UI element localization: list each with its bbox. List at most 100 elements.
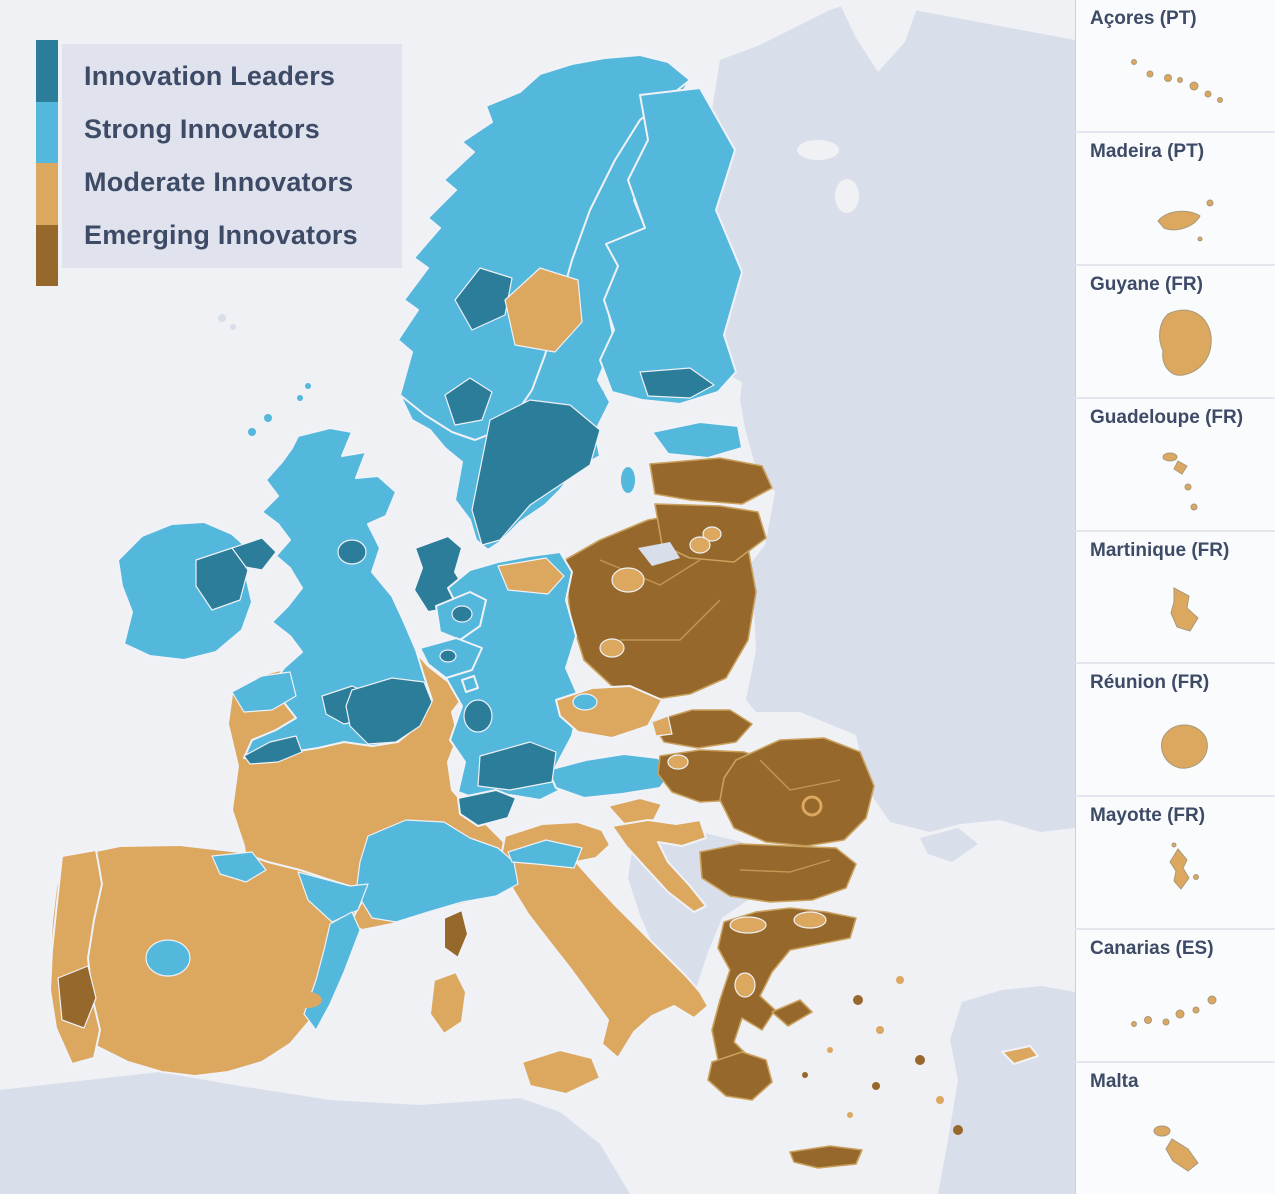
poland-internal-borders [599, 559, 721, 641]
panel-guyane: Guyane (FR) [1075, 265, 1275, 397]
region-crimea [920, 828, 978, 862]
region-sicily [521, 1049, 601, 1095]
legend-color-bar [36, 40, 58, 286]
panel-martinique: Martinique (FR) [1075, 531, 1275, 663]
patch-uk-cornwall [243, 735, 303, 765]
outermost-regions-panel: Açores (PT) Madeira (PT) Guyane (FR) Gua… [1075, 0, 1275, 1194]
legend-label-moderate-innovators: Moderate Innovators [84, 167, 354, 197]
panel-malta: Malta [1075, 1063, 1275, 1194]
region-cyprus [1001, 1045, 1039, 1065]
panel-canarias: Canarias (ES) [1075, 930, 1275, 1062]
legend-label-innovation-leaders: Innovation Leaders [84, 61, 336, 91]
patch-uk-yorkshire [337, 539, 367, 565]
panel-madeira: Madeira (PT) [1075, 132, 1275, 264]
panel-title: Malta [1090, 1071, 1139, 1093]
patch-uk-southeast [345, 677, 433, 745]
region-finland [599, 87, 743, 405]
reunion-map [1160, 724, 1208, 769]
patch-finland-south [639, 367, 715, 399]
panel-title: Martinique (FR) [1090, 539, 1230, 561]
panel-title: Guadeloupe (FR) [1090, 406, 1244, 428]
patch-czechia-prague [572, 693, 598, 711]
legend: Innovation Leaders Strong Innovators Mod… [36, 40, 402, 286]
panel-title: Madeira (PT) [1090, 140, 1205, 162]
patch-poland-moderate [599, 536, 711, 658]
legend-swatch-innovation-leaders [36, 40, 58, 102]
patch-ireland-east [195, 547, 249, 611]
legend-swatch-emerging-innovators [36, 224, 58, 286]
patch-germany-south [477, 741, 557, 791]
region-turkey [938, 986, 1075, 1194]
region-norway [397, 54, 691, 441]
martinique-map [1170, 586, 1199, 632]
mayotte-islands-map [1169, 842, 1199, 891]
patch-spain-catalonia [297, 871, 369, 923]
region-latvia [649, 457, 773, 505]
legend-label-emerging-innovators: Emerging Innovators [84, 220, 358, 250]
region-italy [499, 821, 709, 1059]
romania-internal-borders [739, 759, 841, 873]
legend-swatch-moderate-innovators [36, 163, 58, 225]
region-romania [719, 737, 875, 847]
region-non-eu-east [695, 0, 1075, 832]
region-switzerland [457, 789, 517, 827]
europe-innovation-map [0, 0, 1075, 1194]
legend-labels: Innovation Leaders Strong Innovators Mod… [62, 44, 402, 268]
region-kaliningrad [638, 542, 680, 566]
region-bulgaria [699, 843, 857, 903]
aland-islands [588, 390, 604, 404]
region-north-africa [0, 1072, 630, 1194]
region-crete [789, 1145, 863, 1169]
balearic-islands [267, 992, 322, 1020]
patch-italy-north [507, 839, 583, 869]
patch-france-brittany [231, 671, 297, 713]
region-croatia [611, 819, 707, 913]
patch-sweden-south [471, 399, 601, 546]
panel-reunion: Réunion (FR) [1075, 664, 1275, 796]
region-slovenia [607, 797, 663, 825]
white-sea [838, 0, 920, 72]
patch-portugal-lisbon [57, 965, 97, 1029]
patch-sweden-mid [504, 267, 583, 353]
patch-spain-basque [211, 851, 267, 883]
guyane-map [1159, 309, 1212, 376]
scotland-isles [248, 383, 311, 436]
region-corsica [443, 909, 469, 959]
panel-title: Réunion (FR) [1090, 672, 1210, 694]
panel-title: Canarias (ES) [1090, 938, 1214, 960]
greek-islands-emerging [802, 995, 963, 1135]
panel-acores: Açores (PT) [1075, 0, 1275, 131]
lake-onega [835, 179, 859, 213]
panel-title: Mayotte (FR) [1090, 805, 1206, 827]
greek-islands-moderate [827, 976, 944, 1118]
legend-label-strong-innovators: Strong Innovators [84, 114, 320, 144]
region-estonia [651, 421, 743, 459]
gotland-island [621, 467, 635, 493]
patch-norway-oslo [444, 377, 493, 426]
panel-guadeloupe: Guadeloupe (FR) [1075, 398, 1275, 530]
patch-hungary-northwest [667, 754, 689, 770]
legend-swatch-strong-innovators [36, 101, 58, 163]
region-sardinia [429, 971, 467, 1035]
bucharest-ring [801, 795, 823, 817]
patch-belgium-brussels [439, 649, 457, 663]
panel-title: Açores (PT) [1090, 8, 1197, 29]
patch-lithuania-vilnius [702, 526, 722, 542]
patch-spain-madrid [145, 939, 191, 977]
panel-title: Guyane (FR) [1090, 273, 1203, 295]
lake-ladoga [797, 140, 839, 160]
madeira-islands-map [1157, 199, 1214, 242]
patch-netherlands-core [451, 605, 473, 623]
canarias-islands-map [1131, 995, 1217, 1028]
region-slovakia [651, 709, 753, 749]
region-greece [707, 907, 857, 1101]
region-austria [547, 753, 673, 799]
acores-islands-map [1131, 59, 1223, 103]
guadeloupe-islands-map [1162, 452, 1198, 511]
patch-slovakia-west [651, 715, 673, 737]
malta-islands-map [1153, 1125, 1199, 1172]
patch-germany-northeast [497, 557, 565, 595]
patch-germany-rhine [463, 699, 493, 733]
patch-greece-moderate [729, 911, 827, 998]
